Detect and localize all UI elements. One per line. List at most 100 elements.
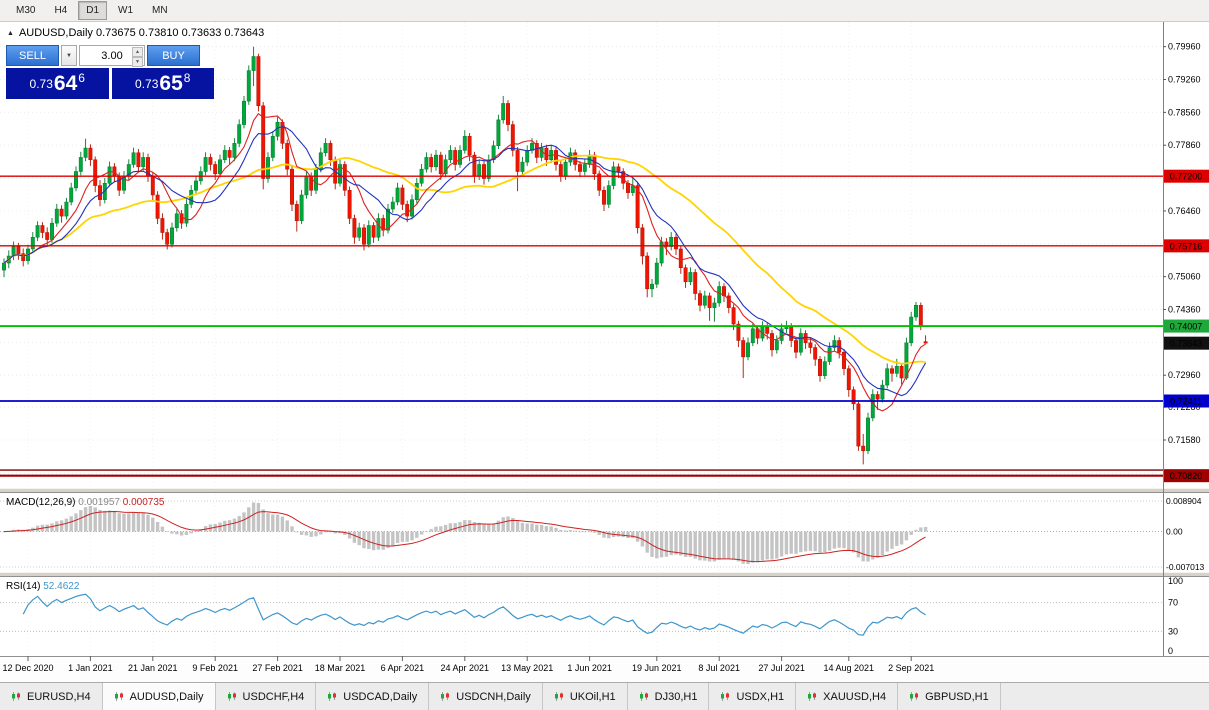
buy-button[interactable]: BUY bbox=[147, 45, 200, 66]
mini-chart-icon bbox=[720, 691, 731, 702]
svg-text:0.74007: 0.74007 bbox=[1170, 322, 1203, 332]
candle-body bbox=[150, 175, 155, 196]
candle-body bbox=[741, 340, 746, 358]
candle-body bbox=[304, 175, 309, 196]
trade-options-dropdown[interactable]: ▼ bbox=[61, 45, 77, 66]
price-axis-label: 0.79260 bbox=[1168, 75, 1201, 85]
svg-text:0.00: 0.00 bbox=[1166, 527, 1183, 537]
price-badge: 0.70820 bbox=[1164, 469, 1209, 483]
timeframe-button-d1[interactable]: D1 bbox=[78, 1, 108, 20]
mini-chart-icon bbox=[440, 691, 451, 702]
panel-splitter[interactable] bbox=[0, 488, 1209, 493]
candle-body bbox=[261, 105, 266, 179]
candle-body bbox=[64, 201, 69, 217]
timeframe-button-m30[interactable]: M30 bbox=[16, 5, 36, 16]
candle-body bbox=[251, 56, 256, 71]
candle-body bbox=[866, 417, 870, 452]
chart-tab-usdcnh-daily[interactable]: USDCNH,Daily bbox=[429, 683, 543, 710]
mini-chart-icon bbox=[227, 691, 238, 702]
candle-body bbox=[405, 204, 410, 217]
volume-down-icon[interactable]: ▼ bbox=[132, 57, 143, 67]
candle-body bbox=[184, 204, 189, 224]
trade-panel-toggle-icon[interactable]: ▲ bbox=[7, 29, 14, 37]
candle-body bbox=[429, 157, 434, 168]
time-axis-label: 13 May 2021 bbox=[501, 663, 553, 673]
candle-body bbox=[314, 168, 318, 191]
candle-body bbox=[890, 368, 894, 374]
candle-body bbox=[165, 232, 170, 245]
svg-text:0.72411: 0.72411 bbox=[1170, 396, 1202, 406]
candle-body bbox=[299, 194, 304, 222]
timeframe-button-mn[interactable]: MN bbox=[152, 5, 168, 16]
panel-splitter[interactable] bbox=[0, 572, 1209, 577]
chart-tab-dj30-h1[interactable]: DJ30,H1 bbox=[628, 683, 710, 710]
timeframe-button-w1[interactable]: W1 bbox=[118, 5, 134, 16]
candle-body bbox=[702, 295, 707, 306]
chart-tab-label: AUDUSD,Daily bbox=[129, 690, 204, 703]
candle-body bbox=[246, 70, 251, 102]
candle-body bbox=[722, 286, 726, 297]
mini-chart-icon bbox=[909, 691, 920, 702]
time-axis-label: 8 Jul 2021 bbox=[698, 663, 740, 673]
candle-body bbox=[117, 175, 122, 191]
candle-body bbox=[899, 366, 904, 379]
candle-body bbox=[462, 136, 467, 151]
volume-input[interactable]: 3.00 ▲ ▼ bbox=[79, 45, 145, 67]
time-axis-label: 18 Mar 2021 bbox=[315, 663, 366, 673]
candle-body bbox=[50, 222, 54, 240]
time-axis-label: 6 Apr 2021 bbox=[381, 663, 425, 673]
candle-body bbox=[918, 305, 923, 327]
price-badge: 0.73643 bbox=[1164, 336, 1209, 350]
candle-body bbox=[626, 182, 630, 193]
chart-tab-audusd-daily[interactable]: AUDUSD,Daily bbox=[102, 683, 216, 710]
chart-tab-usdcad-daily[interactable]: USDCAD,Daily bbox=[316, 683, 430, 710]
chart-area[interactable]: 0.79960 0.79260 0.78560 0.77860 0.76460 0.750… bbox=[0, 22, 1209, 682]
candle-body bbox=[803, 333, 808, 344]
timeframe-button-h4[interactable]: H4 bbox=[54, 5, 68, 16]
candle-body bbox=[237, 124, 242, 144]
volume-up-icon[interactable]: ▲ bbox=[132, 47, 143, 57]
candle-body bbox=[717, 286, 722, 304]
candle-body bbox=[578, 164, 582, 172]
candle-body bbox=[846, 368, 851, 391]
candle-body bbox=[789, 326, 794, 341]
chart-tab-gbpusd-h1[interactable]: GBPUSD,H1 bbox=[898, 683, 1001, 710]
mini-chart-icon bbox=[639, 691, 650, 702]
candle-body bbox=[467, 136, 472, 156]
candle-body bbox=[434, 154, 438, 168]
candle-body bbox=[366, 225, 371, 245]
time-axis-label: 14 Aug 2021 bbox=[824, 663, 875, 673]
candle-body bbox=[827, 347, 832, 362]
time-axis-label: 12 Dec 2020 bbox=[2, 663, 53, 673]
price-axis-label: 0.79960 bbox=[1168, 42, 1201, 52]
candle-body bbox=[136, 152, 141, 168]
chart-tab-eurusd-h4[interactable]: EURUSD,H4 bbox=[0, 683, 103, 710]
candle-body bbox=[78, 157, 83, 172]
candle-body bbox=[155, 194, 160, 219]
chart-tab-ukoil-h1[interactable]: UKOil,H1 bbox=[543, 683, 628, 710]
rsi-indicator-label: RSI(14) 52.4622 bbox=[6, 581, 80, 592]
candles-layer bbox=[2, 46, 928, 465]
candle-body bbox=[477, 164, 482, 177]
svg-text:0.77200: 0.77200 bbox=[1170, 172, 1203, 182]
candle-body bbox=[222, 150, 227, 161]
candle-body bbox=[712, 302, 717, 308]
candle-body bbox=[347, 190, 352, 219]
price-badge: 0.72411 bbox=[1164, 394, 1209, 408]
time-axis-label: 2 Sep 2021 bbox=[888, 663, 934, 673]
candle-body bbox=[597, 173, 602, 191]
candle-body bbox=[414, 182, 419, 200]
candle-body bbox=[875, 394, 880, 400]
chart-tab-xauusd-h4[interactable]: XAUUSD,H4 bbox=[796, 683, 899, 710]
sell-button[interactable]: SELL bbox=[6, 45, 59, 66]
chart-tab-usdx-h1[interactable]: USDX,H1 bbox=[709, 683, 797, 710]
price-axis-label: 0.76460 bbox=[1168, 206, 1201, 216]
chart-tab-usdchf-h4[interactable]: USDCHF,H4 bbox=[216, 683, 317, 710]
candle-body bbox=[770, 333, 774, 351]
candle-body bbox=[59, 208, 64, 217]
candle-body bbox=[510, 124, 515, 151]
time-axis: 12 Dec 2020 1 Jan 2021 21 Jan 2021 9 Feb 20… bbox=[0, 656, 1209, 682]
candle-body bbox=[93, 159, 98, 186]
candle-body bbox=[141, 157, 146, 168]
candle-body bbox=[669, 236, 674, 247]
